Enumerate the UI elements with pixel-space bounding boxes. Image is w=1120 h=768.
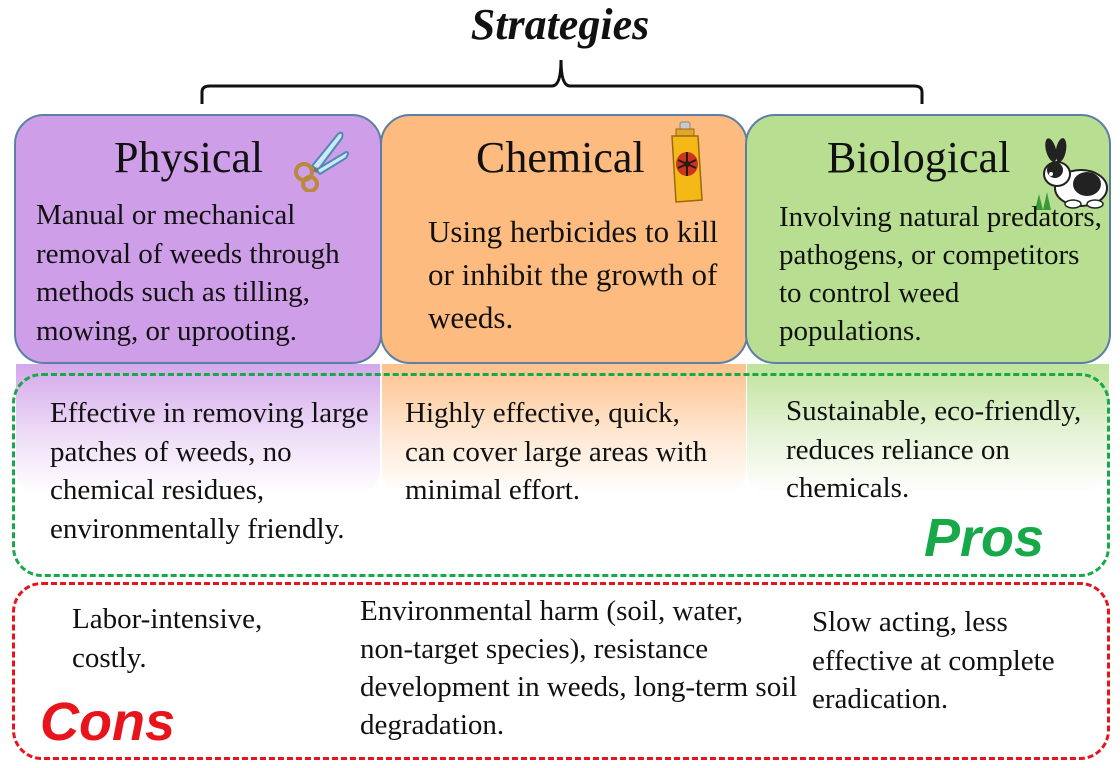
chemical-card: Chemical Using herbicides to kill or inh… [380, 114, 748, 364]
physical-card: Physical Manual or mechanical removal of… [14, 114, 382, 364]
strategies-brace [200, 59, 924, 104]
physical-pros: Effective in removing large patches of w… [50, 397, 369, 545]
chemical-title: Chemical [476, 133, 645, 182]
physical-cons: Labor-intensive, costly. [72, 603, 263, 674]
scissors-icon [294, 131, 349, 192]
biological-card: Biological Involving natural predators, … [745, 114, 1111, 364]
rabbit-icon [1035, 138, 1108, 210]
cons-label: Cons [40, 692, 175, 752]
cons-box [12, 582, 1110, 760]
physical-title: Physical [114, 133, 264, 182]
spray-can-icon [671, 121, 703, 203]
physical-fade [16, 364, 380, 494]
pros-label: Pros [924, 508, 1045, 568]
chemical-description: Using herbicides to kill or inhibit the … [428, 214, 719, 335]
pros-box [12, 373, 1110, 577]
biological-pros: Sustainable, eco-friendly, reduces relia… [786, 395, 1082, 504]
physical-description: Manual or mechanical removal of weeds th… [36, 199, 340, 347]
biological-title: Biological [827, 133, 1011, 182]
biological-cons: Slow acting, less effective at complete … [812, 606, 1055, 715]
chemical-pros: Highly effective, quick, can cover large… [405, 397, 708, 506]
biological-description: Involving natural predators, pathogens, … [779, 201, 1102, 347]
diagram-title: Strategies [470, 0, 650, 49]
chemical-fade [382, 364, 746, 494]
chemical-cons: Environmental harm (soil, water, non-tar… [360, 595, 798, 741]
brace-line [200, 59, 924, 104]
biological-fade [747, 364, 1109, 494]
